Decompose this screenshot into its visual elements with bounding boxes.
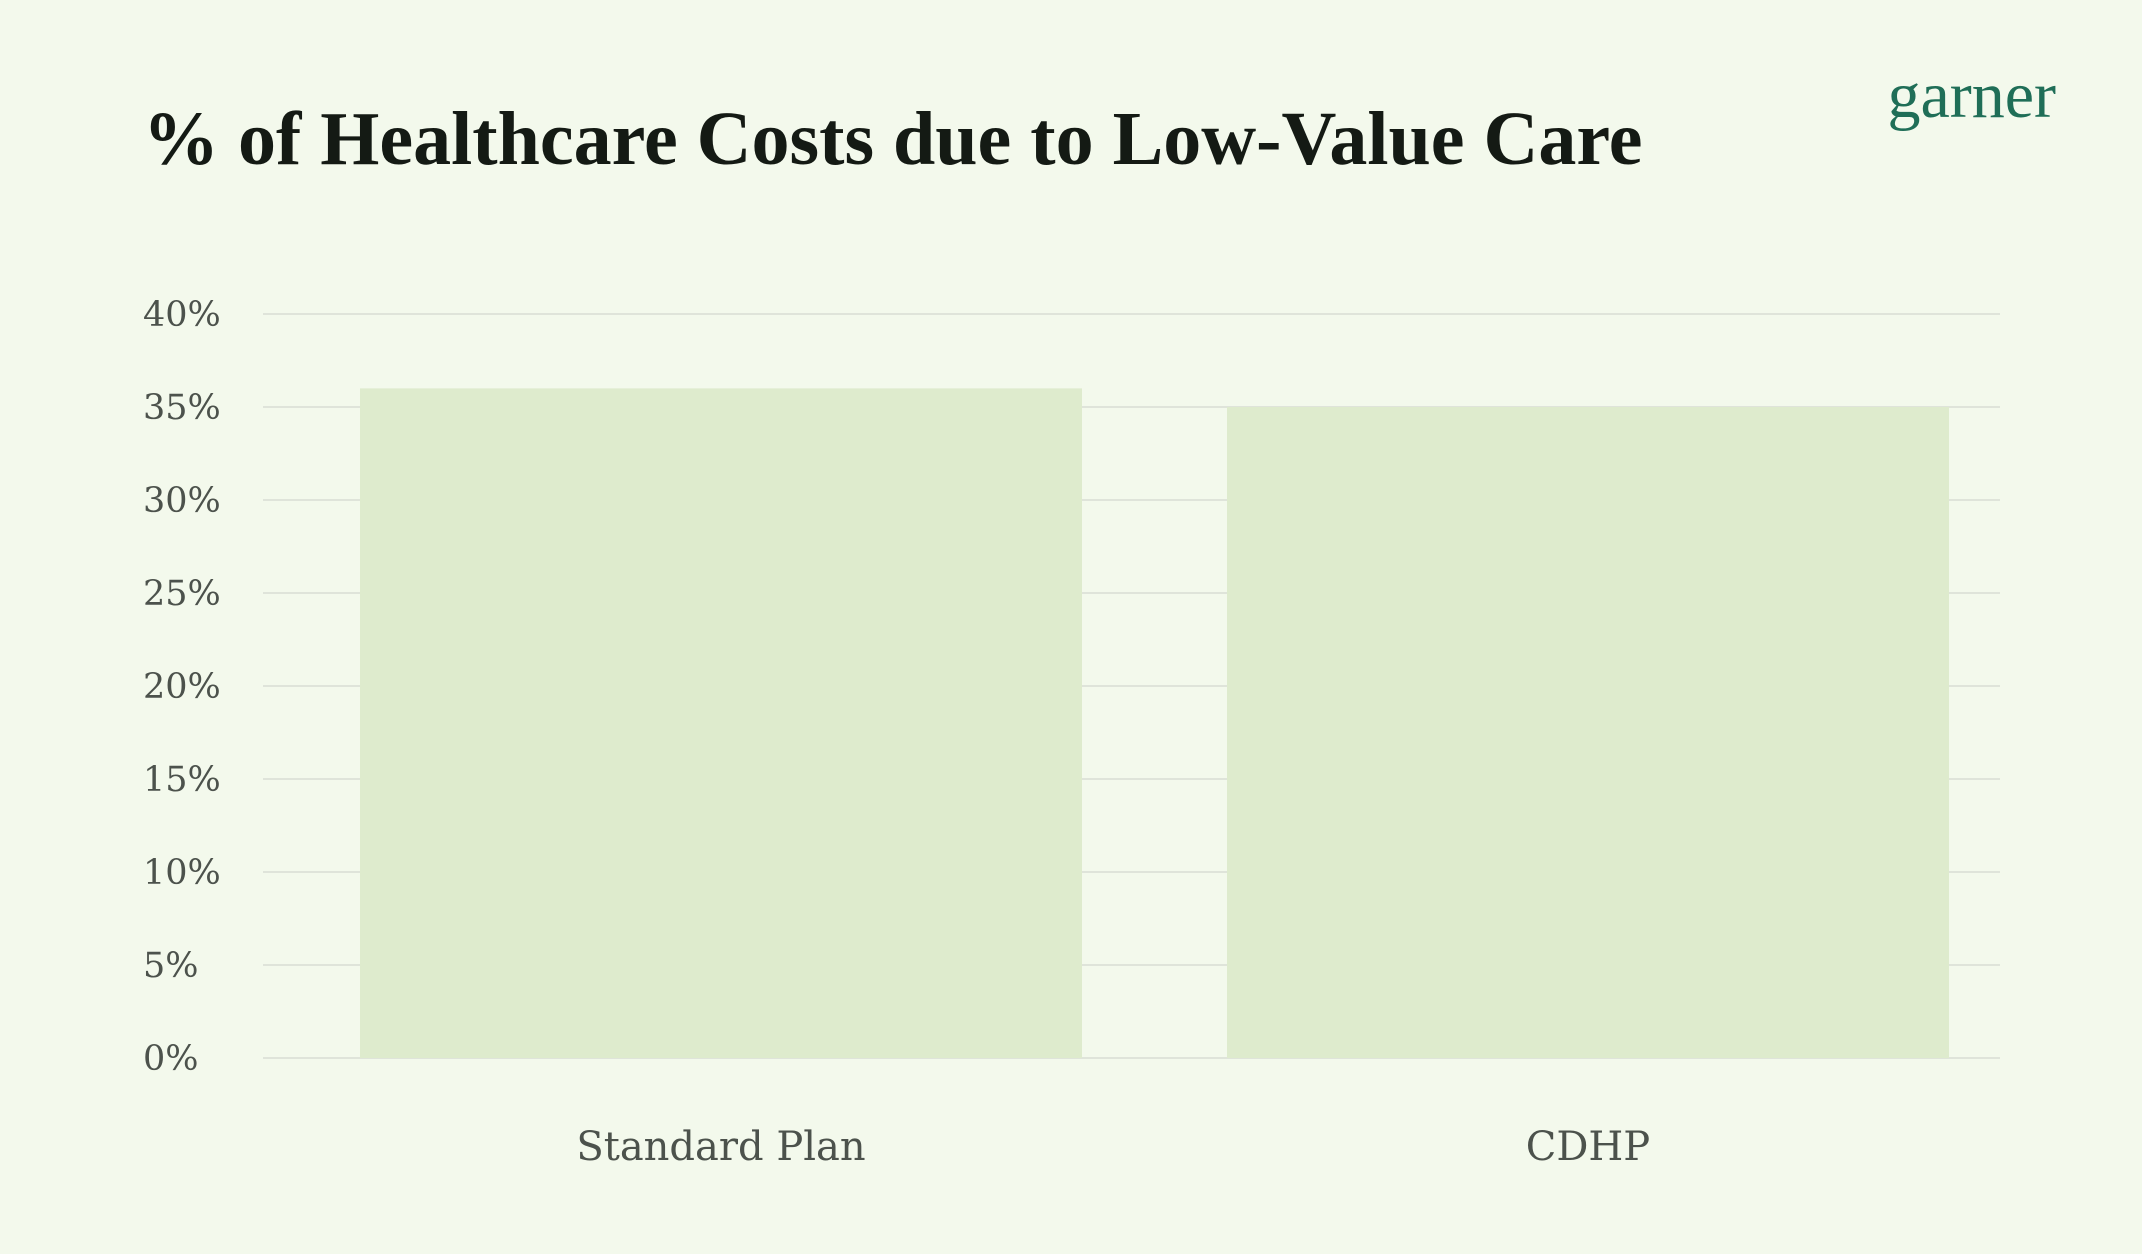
y-tick-label: 40% (143, 295, 221, 335)
y-tick-label: 5% (143, 946, 199, 986)
chart-title: % of Healthcare Costs due to Low-Value C… (143, 97, 1643, 181)
x-axis-categories: Standard Plan CDHP (576, 1124, 1650, 1170)
y-tick-label: 15% (143, 760, 221, 800)
bar-standard-plan (360, 388, 1082, 1058)
x-category-label: Standard Plan (576, 1124, 865, 1170)
y-tick-label: 35% (143, 388, 221, 428)
garner-logo: garner (1887, 59, 2056, 132)
y-tick-label: 10% (143, 853, 221, 893)
y-tick-label: 25% (143, 574, 221, 614)
y-tick-label: 20% (143, 667, 221, 707)
bars (360, 388, 1949, 1058)
bar-cdhp (1227, 407, 1949, 1058)
y-tick-label: 0% (143, 1039, 199, 1079)
y-axis-ticks: 0% 5% 10% 15% 20% 25% 30% 35% 40% (143, 295, 221, 1079)
y-tick-label: 30% (143, 481, 221, 521)
x-category-label: CDHP (1526, 1124, 1650, 1170)
